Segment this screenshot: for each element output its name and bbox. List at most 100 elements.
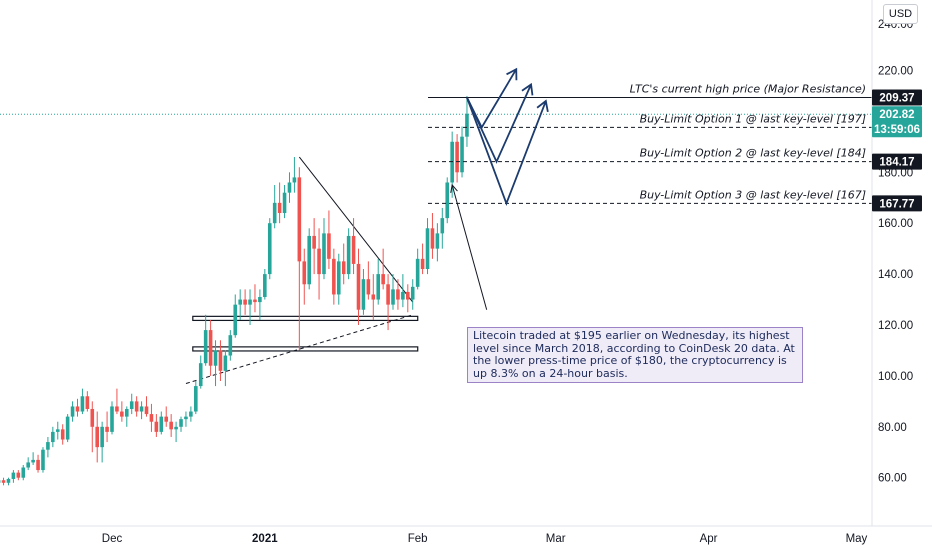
candle-body <box>410 286 415 300</box>
candle-body <box>297 177 302 262</box>
candle-body <box>26 462 30 468</box>
candle-body <box>307 235 311 285</box>
note-pointer <box>450 183 488 310</box>
candle-body <box>420 258 425 270</box>
candles <box>0 95 469 486</box>
candle-body <box>208 330 213 366</box>
candle-body <box>351 235 356 264</box>
support-zone <box>192 346 419 352</box>
y-tick-label: 60.00 <box>878 473 907 485</box>
candle-body <box>346 235 351 275</box>
candle-body <box>371 294 376 300</box>
candle-body <box>60 429 65 440</box>
candle-body <box>46 442 50 450</box>
x-tick-label: May <box>846 533 868 545</box>
candle-body <box>287 182 292 193</box>
candle-body <box>36 459 40 471</box>
candle-body <box>218 350 223 371</box>
candle-body <box>21 467 26 478</box>
forecast-path <box>466 84 532 164</box>
candle-body <box>361 279 366 310</box>
x-tick-label: Feb <box>408 533 428 545</box>
candle-body <box>174 426 178 430</box>
candle-body <box>154 421 159 432</box>
y-tick-label: 220.00 <box>878 66 913 78</box>
candle-body <box>139 406 144 412</box>
forecast-arrowhead <box>536 99 549 113</box>
candle-body <box>336 261 341 295</box>
candle-body <box>332 258 336 295</box>
candle-body <box>317 248 321 275</box>
x-tick-label: Dec <box>102 533 123 545</box>
candle-body <box>1 480 6 483</box>
horizontal-levels: LTC's current high price (Major Resistan… <box>0 83 872 204</box>
candle-body <box>41 449 45 471</box>
x-tick-label: 2021 <box>252 533 278 545</box>
pointer-arrowhead <box>450 183 458 193</box>
y-tick-label: 180.00 <box>878 167 913 179</box>
candle-body <box>435 233 440 249</box>
candle-body <box>425 228 430 270</box>
candle-body <box>386 284 390 305</box>
candle-body <box>396 289 400 300</box>
candle-body <box>258 297 262 303</box>
candle-body <box>124 408 129 417</box>
candle-body <box>233 304 238 336</box>
trendlines <box>185 156 414 385</box>
candle-body <box>6 478 11 483</box>
candle-body <box>16 472 21 478</box>
candle-body <box>120 411 124 417</box>
price-axis: 60.00 80.00 100.00 120.00 140.00 160.00 180.00… <box>0 0 932 527</box>
candle-body <box>253 299 257 303</box>
candle-body <box>51 431 55 443</box>
trendline <box>298 156 414 303</box>
candle-body <box>430 228 435 249</box>
level-label: Buy-Limit Option 3 @ last key-level [167… <box>640 188 866 201</box>
candle-body <box>110 406 114 432</box>
candle-body <box>100 426 104 448</box>
candle-body <box>90 408 95 427</box>
news-note: Litecoin traded at $195 earlier on Wedne… <box>467 327 803 383</box>
candle-body <box>194 386 198 412</box>
candle-body <box>213 350 218 366</box>
candle-body <box>440 218 445 234</box>
level-price-tag-bg <box>872 195 922 212</box>
pointer-line <box>451 184 488 310</box>
candle-body <box>179 419 183 427</box>
current-price-tag: 202.82 <box>879 109 914 121</box>
candle-body <box>401 291 405 300</box>
candle-body <box>223 355 228 371</box>
forecast-path <box>466 97 547 206</box>
candle-body <box>238 299 242 305</box>
candle-body <box>263 274 267 298</box>
candle-body <box>465 113 469 137</box>
candle-body <box>272 202 277 224</box>
level-price-tag: 209.37 <box>879 93 914 105</box>
candle-body <box>184 416 188 420</box>
candle-body <box>85 396 90 409</box>
candle-body <box>282 192 287 214</box>
candle-body <box>95 426 100 448</box>
forecast-arrowhead <box>506 67 518 81</box>
x-tick-label: Mar <box>546 533 566 545</box>
candle-body <box>159 416 164 432</box>
candle-body <box>243 299 247 305</box>
support-zone <box>192 315 419 322</box>
countdown-tag-bg <box>872 121 922 138</box>
candle-body <box>248 299 252 305</box>
level-price-tag: 167.77 <box>879 198 914 210</box>
candle-body <box>70 406 75 417</box>
y-tick-label: 80.00 <box>878 422 907 434</box>
candle-body <box>356 263 361 310</box>
candle-body <box>376 274 381 300</box>
level-price-tag-bg <box>872 89 922 106</box>
y-tick-label: 140.00 <box>878 269 913 281</box>
currency-button[interactable]: USD <box>883 4 918 24</box>
trendline <box>185 314 413 385</box>
candle-body <box>115 406 119 412</box>
candle-body <box>302 261 307 285</box>
candle-body <box>341 261 346 275</box>
candle-body <box>292 177 297 183</box>
candle-body <box>460 136 464 173</box>
